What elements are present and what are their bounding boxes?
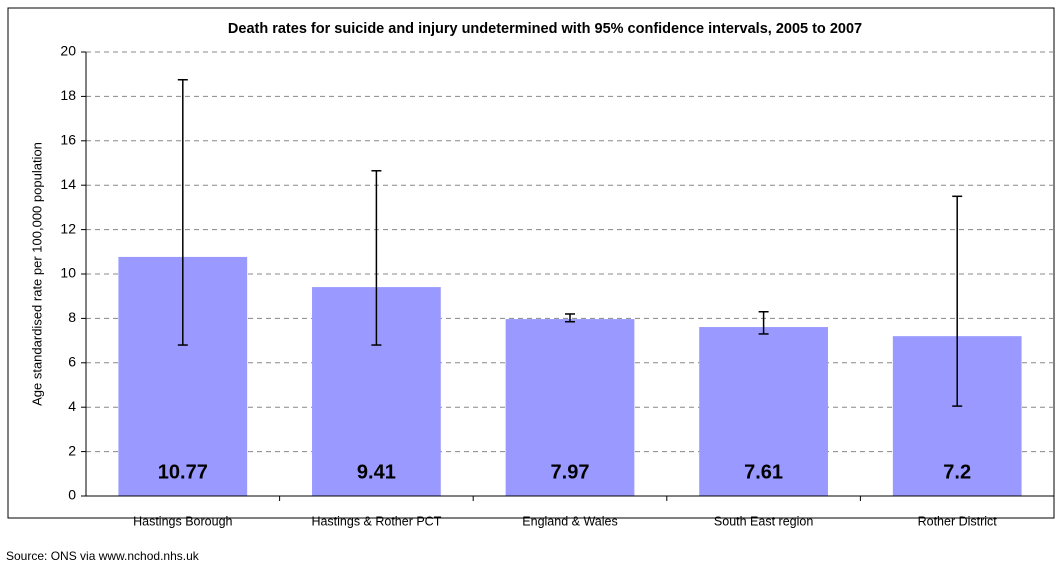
chart-title: Death rates for suicide and injury undet… (228, 21, 862, 37)
data-label: 7.61 (744, 461, 783, 483)
y-tick-label: 20 (60, 43, 76, 59)
y-tick-label: 18 (60, 87, 76, 103)
y-tick-label: 12 (60, 220, 76, 236)
x-tick-label: England & Wales (522, 514, 617, 528)
source-note: Source: ONS via www.nchod.nhs.uk (6, 549, 200, 563)
x-tick-label: Rother District (918, 514, 998, 528)
y-tick-label: 2 (68, 442, 76, 458)
y-tick-label: 4 (68, 398, 76, 414)
x-tick-label: Hastings Borough (133, 514, 232, 528)
y-tick-label: 6 (68, 354, 76, 370)
data-label: 7.2 (943, 461, 971, 483)
bar (505, 319, 635, 496)
data-label: 10.77 (158, 461, 208, 483)
y-tick-label: 8 (68, 309, 76, 325)
y-tick-label: 14 (60, 176, 76, 192)
y-tick-label: 10 (60, 265, 76, 281)
bar (699, 327, 828, 496)
x-tick-label: Hastings & Rother PCT (311, 514, 441, 528)
y-tick-label: 16 (60, 132, 76, 148)
x-tick-label: South East region (714, 514, 813, 528)
data-label: 7.97 (551, 461, 590, 483)
y-axis-label: Age standardised rate per 100,000 popula… (29, 142, 44, 406)
data-label: 9.41 (357, 461, 396, 483)
y-tick-label: 0 (68, 487, 76, 503)
